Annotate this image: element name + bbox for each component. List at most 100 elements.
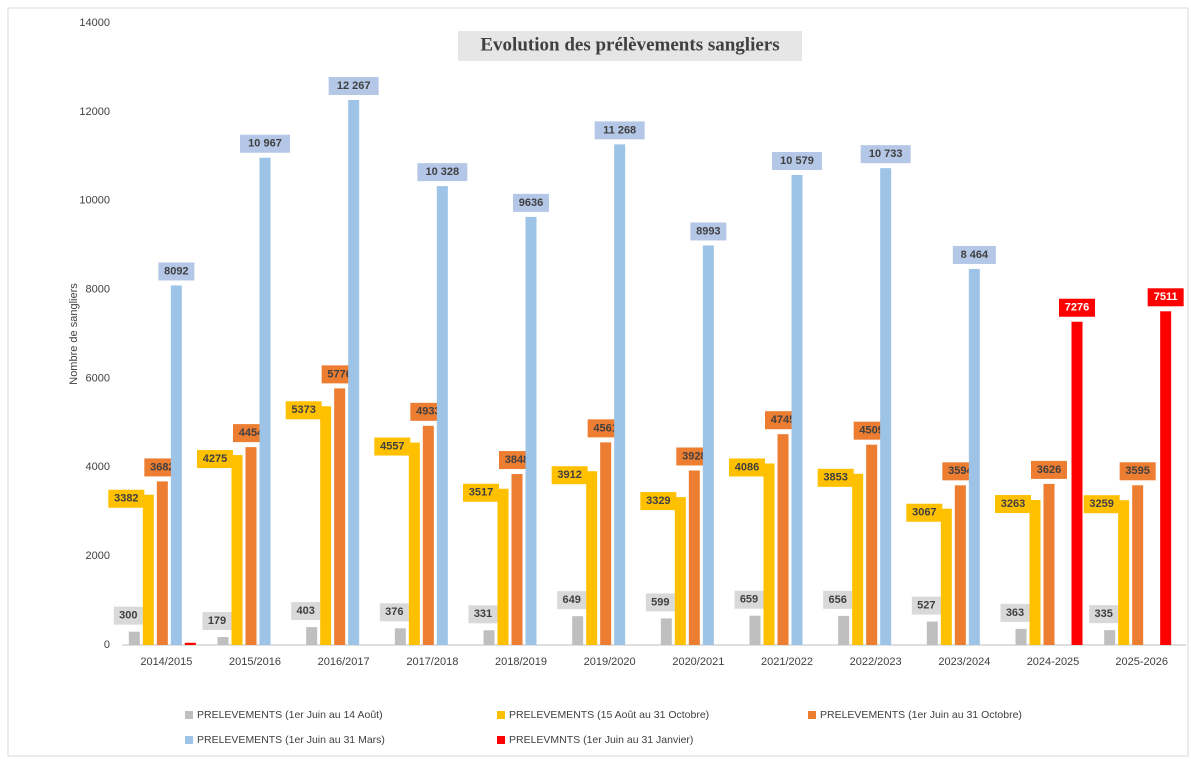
data-label-text: 10 967 xyxy=(248,138,282,150)
bar xyxy=(866,444,878,645)
data-label: 4086 xyxy=(729,458,765,477)
data-label-text: 3067 xyxy=(912,507,936,519)
bar xyxy=(572,616,584,645)
data-label-text: 3517 xyxy=(469,487,493,499)
data-label-box xyxy=(328,76,379,95)
data-label-text: 4557 xyxy=(380,440,404,452)
x-tick-label: 2025-2026 xyxy=(1115,656,1168,668)
data-label-box xyxy=(374,437,411,456)
y-tick-label: 6000 xyxy=(86,372,110,384)
bar xyxy=(436,186,448,645)
bar xyxy=(954,485,966,645)
bar xyxy=(483,630,495,645)
data-label-box xyxy=(202,612,232,631)
data-label-text: 5776 xyxy=(327,368,351,380)
bar xyxy=(614,144,626,646)
title-box xyxy=(458,31,802,61)
x-tick-label: 2018/2019 xyxy=(495,656,547,668)
y-tick-label: 10000 xyxy=(79,195,110,207)
legend-swatch xyxy=(185,711,193,719)
data-label-text: 3329 xyxy=(646,495,670,507)
bar xyxy=(968,268,980,645)
bar xyxy=(142,494,154,645)
data-label-text: 8 464 xyxy=(961,249,989,261)
data-label: 7276 xyxy=(1059,298,1095,317)
data-label-text: 9636 xyxy=(519,197,543,209)
data-label-text: 656 xyxy=(828,594,846,606)
y-tick-label: 12000 xyxy=(79,106,110,118)
data-label-box xyxy=(1083,495,1120,514)
bar xyxy=(525,216,537,645)
data-label: 3263 xyxy=(995,495,1031,514)
bar xyxy=(838,615,850,645)
data-label-box xyxy=(468,605,498,624)
data-label-box xyxy=(906,503,943,522)
data-label-text: 7276 xyxy=(1065,302,1089,314)
bar xyxy=(926,621,938,645)
legend-swatch xyxy=(808,711,816,719)
data-label-text: 335 xyxy=(1094,608,1112,620)
data-label-text: 4454 xyxy=(239,427,264,439)
data-label: 527 xyxy=(911,596,941,615)
data-label-text: 376 xyxy=(385,606,403,618)
data-label-box xyxy=(594,121,645,140)
data-label: 3595 xyxy=(1119,462,1156,481)
data-label-text: 527 xyxy=(917,599,935,611)
bar xyxy=(852,473,864,645)
data-label-box xyxy=(690,222,727,241)
data-label-text: 331 xyxy=(474,608,492,620)
bar xyxy=(245,447,257,645)
data-label: 376 xyxy=(379,603,409,622)
x-tick-label: 2024-2025 xyxy=(1027,656,1080,668)
bar xyxy=(408,442,420,645)
data-label-box xyxy=(551,466,588,485)
data-label: 3259 xyxy=(1083,495,1120,514)
data-label: 3626 xyxy=(1031,460,1067,479)
data-label-box xyxy=(113,606,143,625)
data-label: 335 xyxy=(1089,605,1119,624)
data-label-text: 4275 xyxy=(203,453,227,465)
x-tick-label: 2015/2016 xyxy=(229,656,281,668)
data-label-box xyxy=(729,458,765,477)
data-label: 3912 xyxy=(551,466,588,485)
data-label: 363 xyxy=(1000,603,1030,622)
data-label: 331 xyxy=(468,605,498,624)
data-label-box xyxy=(463,483,499,502)
legend-swatch xyxy=(497,736,505,744)
data-label-text: 3848 xyxy=(505,454,529,466)
data-label: 656 xyxy=(823,590,853,609)
bar xyxy=(1071,321,1083,645)
data-label: 4275 xyxy=(197,450,233,469)
bar xyxy=(511,474,523,645)
bar xyxy=(1029,500,1041,645)
data-label-text: 3682 xyxy=(150,461,174,473)
data-label-box xyxy=(240,134,290,153)
data-label-box xyxy=(1147,288,1184,307)
bar xyxy=(320,406,332,645)
data-label: 5373 xyxy=(285,401,322,420)
data-label-box xyxy=(952,245,996,264)
data-label-box xyxy=(911,596,941,615)
bar xyxy=(394,628,406,645)
data-label-box xyxy=(860,145,911,164)
y-tick-label: 4000 xyxy=(86,461,110,473)
bar xyxy=(660,618,672,645)
chart-title: Evolution des prélèvements sangliers xyxy=(480,34,779,55)
data-label-box xyxy=(1059,298,1095,317)
data-label-text: 649 xyxy=(562,594,580,606)
data-label-text: 659 xyxy=(740,594,758,606)
data-label: 9636 xyxy=(513,193,549,212)
bar xyxy=(1043,483,1055,645)
data-label-text: 4086 xyxy=(735,461,759,473)
data-label: 3329 xyxy=(640,492,677,511)
legend-label: PRELEVEMENTS (1er Juin au 31 Mars) xyxy=(197,734,385,746)
y-tick-label: 14000 xyxy=(79,17,110,29)
data-label: 7511 xyxy=(1147,288,1184,307)
bar xyxy=(1015,628,1027,645)
data-label-text: 403 xyxy=(296,605,314,617)
data-label-text: 4561 xyxy=(593,422,617,434)
data-label-box xyxy=(1089,605,1119,624)
data-label: 11 268 xyxy=(594,121,645,140)
data-label-box xyxy=(557,591,587,610)
